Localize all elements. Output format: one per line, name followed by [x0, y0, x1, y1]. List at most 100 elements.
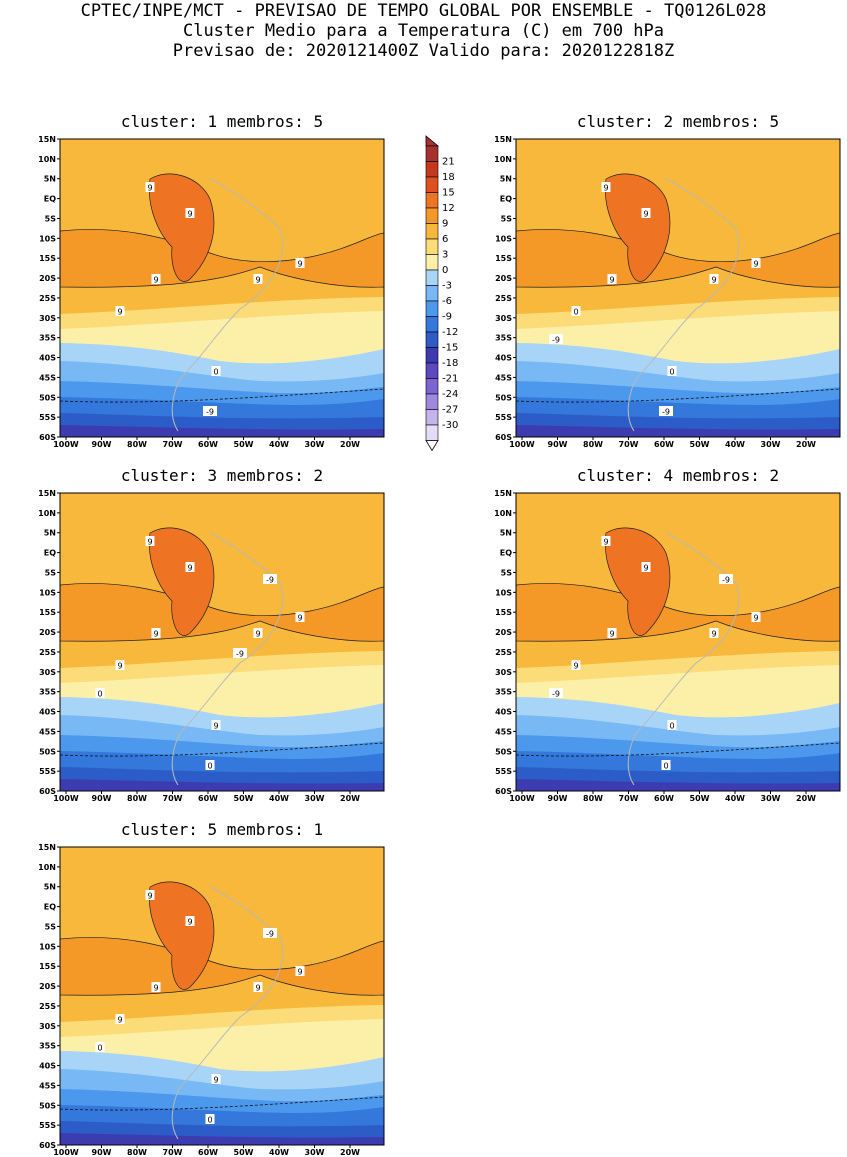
colorbar-swatch	[425, 424, 439, 441]
lon-tick-label: 20W	[340, 440, 360, 449]
lat-tick-label: 40S	[39, 354, 56, 363]
warm-region-12	[148, 527, 215, 636]
colorbar-swatch	[425, 145, 439, 162]
svg-text:-9: -9	[236, 650, 244, 659]
lat-tick-label: 5N	[44, 529, 56, 538]
map-panel-2: 9 9 9 9 9 0 0 -9 -9 15N 10N 5N EQ 5S 10S 15S 20S 25S 30S 35…	[494, 135, 841, 449]
contour-label: 9	[145, 890, 155, 901]
svg-text:9: 9	[187, 918, 192, 927]
lon-tick-label: 40W	[725, 440, 745, 449]
lon-tick-label: 30W	[761, 440, 781, 449]
map-frame	[515, 138, 841, 438]
svg-text:9: 9	[187, 210, 192, 219]
svg-text:0: 0	[97, 690, 102, 699]
lon-tick-label: 90W	[548, 440, 568, 449]
lat-tick-label: 35S	[39, 688, 56, 697]
contour-label: 9	[751, 258, 761, 269]
colorbar-swatch	[425, 362, 439, 379]
contour-label: 9	[641, 562, 651, 573]
contour-label: 9	[253, 274, 263, 285]
coastline	[171, 886, 284, 1140]
lat-tick-label: 20S	[495, 628, 512, 637]
svg-text:-9: -9	[662, 408, 670, 417]
svg-text:-9: -9	[266, 930, 274, 939]
svg-text:9: 9	[147, 892, 152, 901]
lon-tick-label: 70W	[163, 794, 183, 803]
lon-tick-label: 50W	[234, 794, 254, 803]
colorbar-level-label: -9	[442, 312, 452, 323]
lat-tick-label: 10S	[495, 588, 512, 597]
lon-tick-label: 20W	[340, 794, 360, 803]
lat-tick-label: 35S	[495, 688, 512, 697]
lat-tick-label: 35S	[39, 334, 56, 343]
svg-text:9: 9	[255, 276, 260, 285]
lat-tick-label: EQ	[44, 903, 56, 912]
lon-tick-label: 30W	[305, 440, 325, 449]
svg-text:9: 9	[153, 984, 158, 993]
lat-tick-label: 30S	[39, 668, 56, 677]
lat-tick-label: 10N	[38, 863, 56, 872]
svg-text:-9: -9	[266, 576, 274, 585]
svg-text:9: 9	[297, 968, 302, 977]
map-frame	[59, 138, 385, 438]
panel-title-2: cluster: 2 membros: 5	[576, 112, 780, 131]
svg-text:0: 0	[573, 308, 578, 317]
colorbar-level-label: 12	[442, 203, 455, 214]
contour-label: 0	[205, 760, 215, 771]
svg-text:9: 9	[153, 630, 158, 639]
colorbar-level-label: -21	[442, 374, 458, 385]
contour-label: 9	[145, 182, 155, 193]
contour-label: 9	[185, 208, 195, 219]
lat-tick-label: 15S	[39, 962, 56, 971]
colorbar-level-label: -12	[442, 327, 458, 338]
lat-tick-label: 10N	[494, 155, 512, 164]
lat-tick-label: 20S	[495, 274, 512, 283]
contour-label: 9	[601, 536, 611, 547]
lat-tick-label: 25S	[39, 294, 56, 303]
lat-tick-label: 40S	[495, 354, 512, 363]
lon-tick-label: 90W	[92, 1148, 112, 1157]
lat-tick-label: 60S	[495, 787, 512, 796]
panel-title-1: cluster: 1 membros: 5	[120, 112, 324, 131]
lat-tick-label: 15N	[38, 489, 56, 498]
colorbar-swatch	[425, 223, 439, 240]
contour-label: 9	[601, 182, 611, 193]
svg-text:-9: -9	[552, 336, 560, 345]
contour-minus-9	[516, 388, 840, 403]
colorbar-level-label: 9	[442, 219, 448, 230]
lon-tick-label: 100W	[509, 440, 535, 449]
svg-text:9: 9	[753, 260, 758, 269]
contour-label: 9	[709, 274, 719, 285]
contour-label: 0	[667, 366, 677, 377]
contour-label: 9	[253, 628, 263, 639]
lat-tick-label: EQ	[500, 549, 512, 558]
colorbar-level-label: 15	[442, 188, 455, 199]
lat-tick-label: 25S	[39, 648, 56, 657]
lat-tick-label: 15N	[494, 135, 512, 144]
lat-tick-label: 45S	[39, 727, 56, 736]
lon-tick-label: 70W	[619, 794, 639, 803]
contour-label: -9	[203, 406, 217, 417]
lat-tick-label: 25S	[39, 1002, 56, 1011]
coastline	[627, 178, 740, 432]
contour-label: 9	[185, 916, 195, 927]
coastline	[171, 178, 284, 432]
lon-tick-label: 50W	[234, 1148, 254, 1157]
lat-tick-label: 15N	[38, 843, 56, 852]
colorbar-swatch	[425, 347, 439, 364]
lat-tick-label: 5S	[45, 922, 57, 931]
svg-text:9: 9	[643, 564, 648, 573]
lat-tick-label: 10S	[39, 942, 56, 951]
contour-label: -9	[659, 406, 673, 417]
lat-tick-label: 45S	[495, 727, 512, 736]
colorbar-swatch	[425, 300, 439, 317]
contour-label: 9	[151, 274, 161, 285]
contour-label: 9	[709, 628, 719, 639]
lat-tick-label: 15S	[495, 254, 512, 263]
lat-tick-label: 5N	[44, 175, 56, 184]
lat-tick-label: 45S	[39, 1081, 56, 1090]
colorbar-top-arrow	[425, 135, 440, 147]
colorbar-level-label: 6	[442, 234, 448, 245]
lat-tick-label: 50S	[495, 393, 512, 402]
